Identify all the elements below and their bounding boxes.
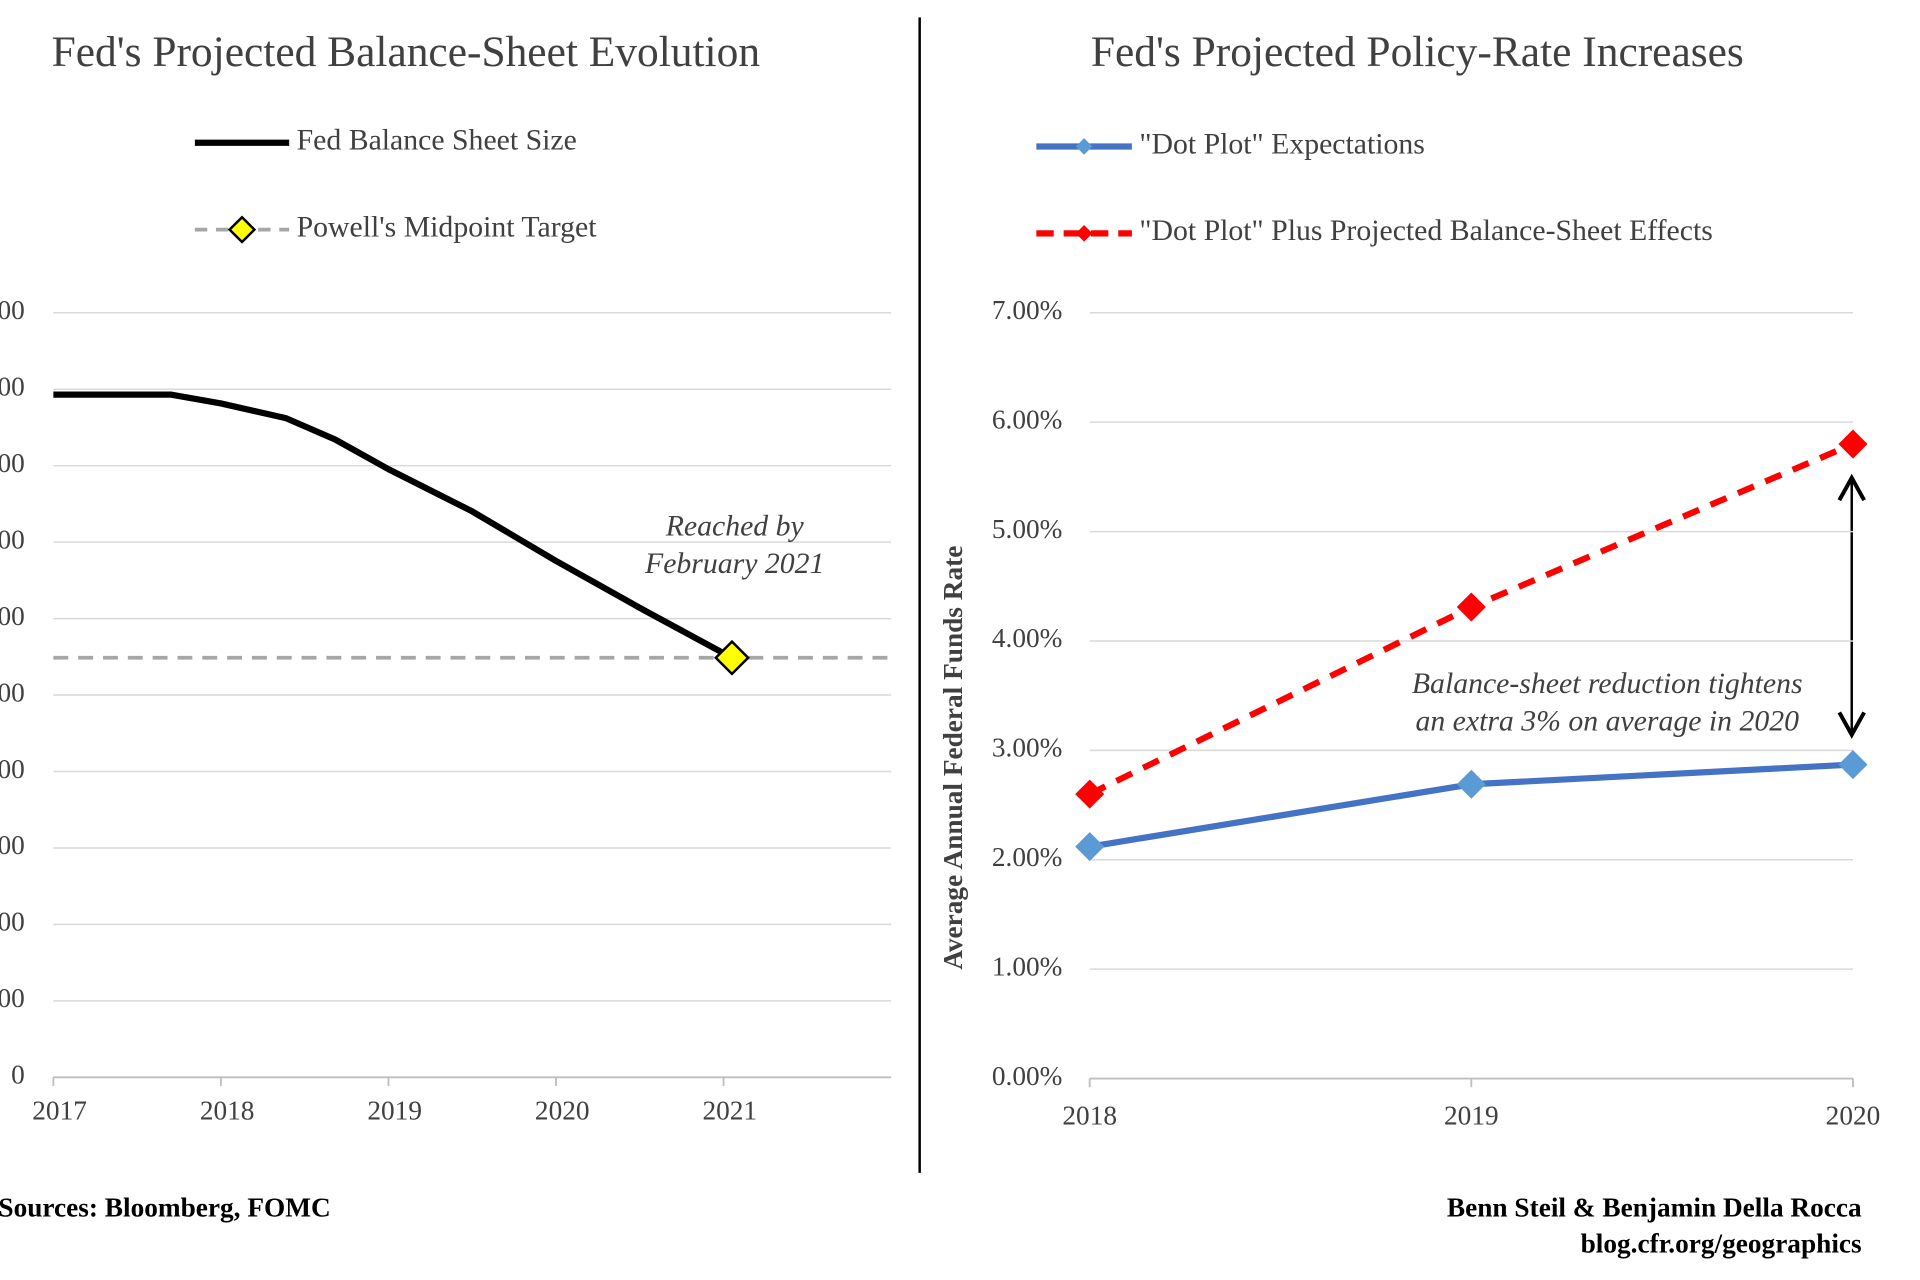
y-tick-label: 6.00% — [992, 404, 1063, 434]
y-tick-label: 2.00% — [992, 842, 1063, 872]
y-tick-label: 3000 — [0, 601, 25, 631]
x-tick-label: 2021 — [702, 1096, 757, 1126]
x-tick-label: 2019 — [1444, 1101, 1499, 1131]
y-tick-label: 0 — [11, 1060, 25, 1090]
annotation: an extra 3% on average in 2020 — [1415, 704, 1799, 737]
y-tick-label: 4000 — [0, 448, 25, 478]
marker — [1456, 769, 1486, 799]
marker — [1838, 429, 1868, 459]
legend-label: "Dot Plot" Expectations — [1139, 127, 1425, 160]
source: Data Sources: Bloomberg, FOMC — [0, 1192, 331, 1222]
annotation: Balance-sheet reduction tightens — [1412, 667, 1803, 700]
y-tick-label: 5.00% — [992, 514, 1063, 544]
marker — [714, 639, 750, 676]
y-tick-label: 3500 — [0, 524, 25, 554]
chart-title: Fed's Projected Balance-Sheet Evolution — [52, 28, 761, 76]
y-axis-label: Average Annual Federal Funds Rate — [938, 546, 968, 970]
y-tick-label: 1000 — [0, 907, 25, 937]
legend-label: Powell's Midpoint Target — [297, 210, 598, 243]
x-tick-label: 2018 — [1062, 1101, 1117, 1131]
annotation: February 2021 — [644, 547, 824, 580]
annotation: Reached by — [665, 510, 805, 543]
y-tick-label: 4.00% — [992, 623, 1063, 653]
credit: blog.cfr.org/geographics — [1581, 1228, 1862, 1258]
x-tick-label: 2018 — [200, 1096, 255, 1126]
y-tick-label: 500 — [0, 983, 25, 1013]
y-tick-label: 4500 — [0, 371, 25, 401]
x-tick-label: 2020 — [1826, 1101, 1881, 1131]
legend-marker — [1075, 138, 1093, 155]
y-tick-label: 3.00% — [992, 733, 1063, 763]
x-tick-label: 2019 — [367, 1096, 422, 1126]
legend-marker — [227, 215, 257, 244]
y-tick-label: 5000 — [0, 295, 25, 325]
y-tick-label: 1.00% — [992, 951, 1063, 981]
marker — [1075, 832, 1105, 862]
credit: Benn Steil & Benjamin Della Rocca — [1447, 1192, 1862, 1222]
y-tick-label: 7.00% — [992, 295, 1063, 325]
legend-marker — [1075, 225, 1093, 242]
y-tick-label: 2000 — [0, 754, 25, 784]
marker — [1075, 779, 1105, 809]
series-line — [53, 391, 734, 661]
marker — [1838, 750, 1868, 780]
legend-label: Fed Balance Sheet Size — [297, 124, 577, 157]
y-tick-label: 2500 — [0, 677, 25, 707]
legend-label: "Dot Plot" Plus Projected Balance-Sheet … — [1139, 214, 1712, 247]
marker — [1456, 592, 1486, 622]
x-tick-label: 2017 — [32, 1096, 87, 1126]
x-tick-label: 2020 — [535, 1096, 590, 1126]
y-tick-label: 0.00% — [992, 1061, 1063, 1091]
y-tick-label: 1500 — [0, 830, 25, 860]
chart-title: Fed's Projected Policy-Rate Increases — [1091, 28, 1744, 76]
